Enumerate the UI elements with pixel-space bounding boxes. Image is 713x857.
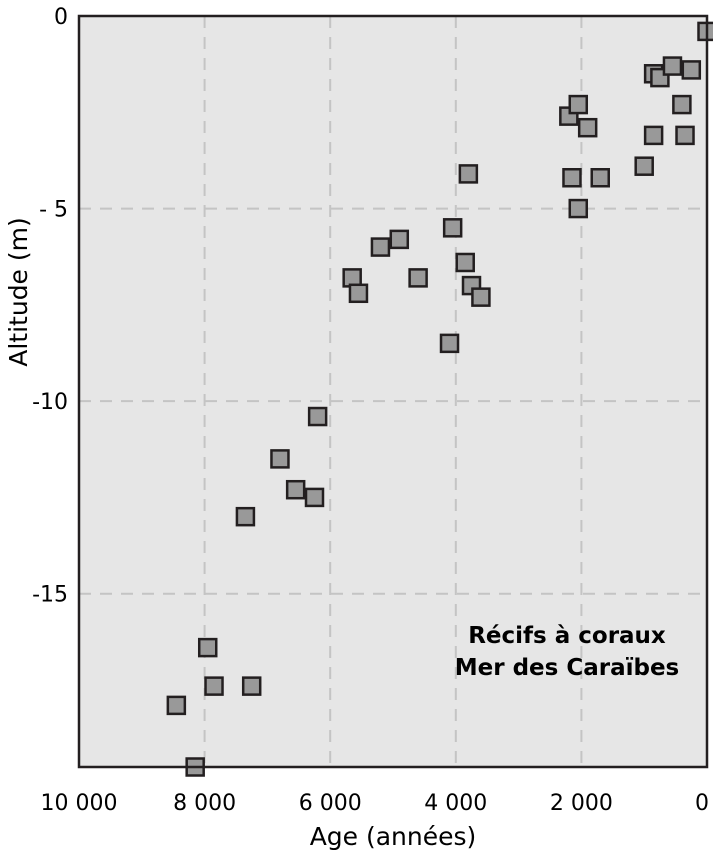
data-point-marker	[204, 676, 224, 696]
data-point-marker	[662, 56, 683, 76]
data-point-marker	[562, 168, 582, 188]
data-point-marker	[197, 637, 218, 658]
y-tick-label: -15	[32, 583, 68, 608]
data-point-marker	[643, 125, 664, 146]
data-point-marker	[307, 406, 328, 427]
annotation-line-1: Récifs à coraux	[468, 623, 666, 649]
data-points	[166, 21, 713, 777]
x-tick-label: 4 000	[424, 791, 487, 816]
x-tick-label: 10 000	[41, 791, 118, 816]
data-point-marker	[389, 229, 410, 250]
annotation-line-2: Mer des Caraïbes	[455, 655, 680, 681]
y-axis-title: Altitude (m)	[4, 217, 33, 367]
data-point-marker	[471, 287, 491, 307]
plot-frame	[77, 14, 709, 769]
data-point-marker	[270, 449, 290, 469]
plot-area	[79, 16, 707, 767]
data-point-marker	[672, 94, 692, 115]
data-point-marker	[577, 117, 598, 138]
y-tick-label: - 5	[39, 198, 68, 223]
x-axis-title: Age (années)	[310, 822, 477, 851]
data-point-marker	[675, 125, 695, 146]
data-point-marker	[442, 218, 463, 238]
y-tick-label: 0	[54, 5, 68, 30]
y-tick-label: -10	[32, 390, 68, 415]
data-point-marker	[241, 676, 262, 696]
data-point-marker	[458, 164, 479, 184]
data-point-marker	[568, 198, 589, 219]
x-tick-label: 8 000	[173, 791, 236, 816]
data-point-marker	[455, 252, 475, 273]
x-tick-label: 2 000	[550, 791, 613, 816]
data-point-marker	[590, 168, 610, 188]
data-point-marker	[439, 333, 460, 354]
data-point-marker	[285, 479, 306, 500]
data-point-marker	[568, 94, 589, 115]
data-point-marker	[370, 237, 391, 257]
data-point-marker	[235, 506, 256, 527]
data-point-marker	[304, 487, 325, 508]
x-tick-labels: 10 000 8 000 6 000 4 000 2 000 0	[41, 791, 709, 816]
x-tick-label: 6 000	[299, 791, 362, 816]
data-point-marker	[348, 283, 369, 304]
y-tick-labels: 0 - 5 -10 -15	[32, 5, 68, 608]
data-point-marker	[166, 695, 187, 716]
data-point-marker	[408, 268, 428, 288]
data-point-marker	[634, 156, 654, 176]
data-point-marker	[681, 60, 702, 80]
x-tick-label: 0	[695, 791, 709, 816]
